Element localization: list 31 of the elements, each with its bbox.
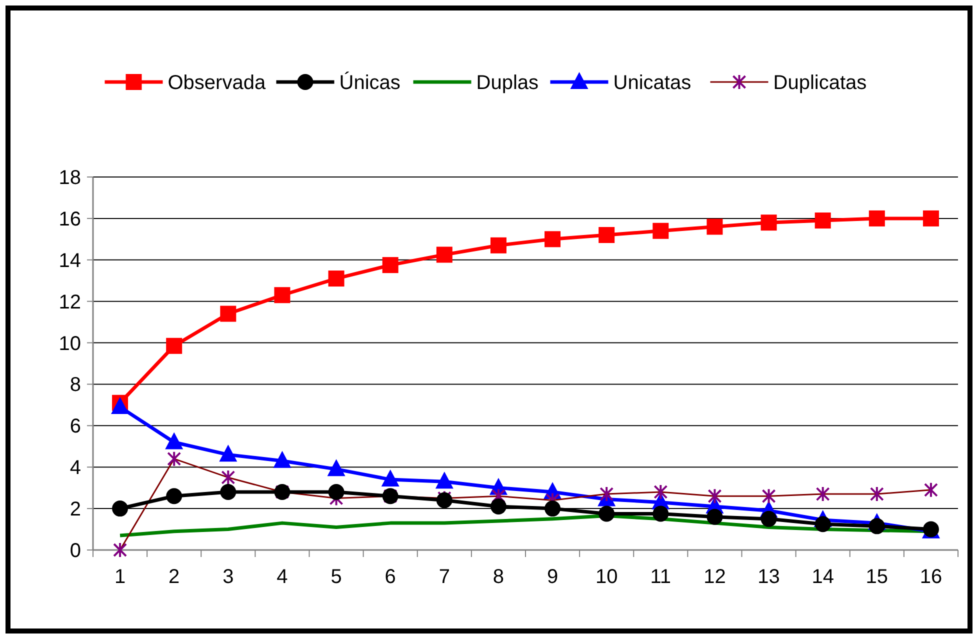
legend-label: Duplicatas xyxy=(773,72,867,94)
x-tick-label: 16 xyxy=(920,566,942,588)
y-tick-label: 12 xyxy=(58,291,81,314)
legend-label: Únicas xyxy=(339,71,400,94)
x-tick-label: 5 xyxy=(330,566,342,588)
y-tick-label: 2 xyxy=(70,498,81,521)
y-tick-label: 0 xyxy=(70,540,81,562)
y-tick-label: 14 xyxy=(58,250,81,272)
legend-label: Observada xyxy=(168,72,266,94)
x-tick-label: 13 xyxy=(758,566,780,588)
legend-label: Duplas xyxy=(476,72,539,94)
y-tick-label: 4 xyxy=(70,457,81,480)
x-tick-label: 4 xyxy=(276,566,288,588)
x-tick-label: 8 xyxy=(492,566,504,588)
x-tick-label: 6 xyxy=(384,566,396,588)
x-tick-label: 7 xyxy=(438,566,450,588)
legend-label: Unicatas xyxy=(613,72,692,94)
y-tick-label: 18 xyxy=(58,167,81,189)
x-tick-label: 11 xyxy=(650,566,672,588)
x-tick-label: 1 xyxy=(114,566,126,588)
y-tick-label: 16 xyxy=(58,208,81,230)
x-tick-label: 9 xyxy=(546,566,558,588)
x-tick-label: 15 xyxy=(866,566,888,588)
x-tick-label: 2 xyxy=(168,566,180,588)
y-tick-label: 8 xyxy=(70,374,81,396)
x-tick-label: 3 xyxy=(222,566,234,588)
y-tick-label: 6 xyxy=(70,416,81,438)
x-tick-label: 12 xyxy=(704,566,726,588)
x-tick-label: 10 xyxy=(595,566,618,588)
y-tick-label: 10 xyxy=(58,332,81,355)
x-tick-label: 14 xyxy=(812,566,834,588)
